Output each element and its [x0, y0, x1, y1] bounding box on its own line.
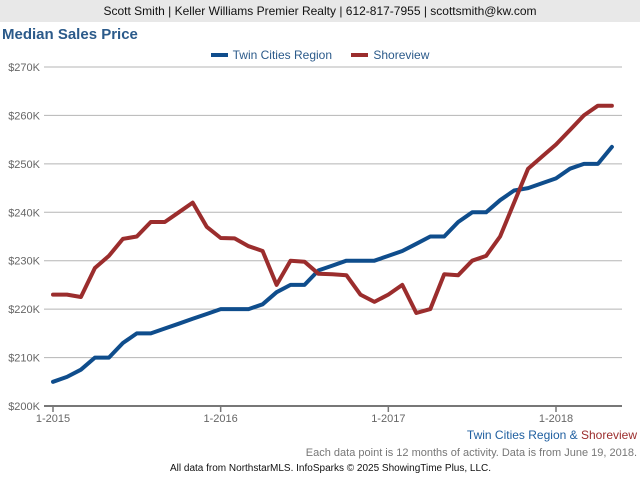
y-tick-label: $250K	[8, 159, 40, 171]
chart-title: Median Sales Price	[2, 26, 138, 43]
regions-caption: Twin Cities Region & Shoreview	[467, 428, 637, 442]
credit-line: All data from NorthstarMLS. InfoSparks ©…	[170, 463, 492, 474]
legend-item-shoreview[interactable]: Shoreview	[351, 48, 429, 62]
contact-header: Scott Smith | Keller Williams Premier Re…	[0, 0, 640, 22]
legend-item-twin-cities[interactable]: Twin Cities Region	[210, 48, 332, 62]
legend-swatch-blue	[210, 53, 228, 57]
caption-amp: &	[566, 428, 581, 442]
series-line-shoreview	[51, 103, 614, 315]
y-tick-label: $220K	[8, 304, 40, 316]
x-tick-label: 1-2017	[371, 413, 405, 425]
x-tick-label: 1-2016	[204, 413, 238, 425]
x-tick-label: 1-2018	[539, 413, 573, 425]
legend-swatch-red	[351, 53, 369, 57]
caption-region-b: Shoreview	[580, 428, 637, 442]
data-note: Each data point is 12 months of activity…	[305, 447, 637, 459]
y-tick-label: $210K	[8, 353, 40, 365]
y-tick-label: $240K	[8, 207, 40, 219]
y-tick-label: $270K	[8, 62, 40, 74]
y-tick-label: $230K	[8, 256, 40, 268]
legend: Twin Cities Region Shoreview	[0, 46, 640, 62]
caption-region-a: Twin Cities Region	[466, 428, 567, 442]
y-tick-label: $200K	[8, 401, 40, 413]
series-line-twin-cities-region	[51, 144, 614, 384]
legend-label: Twin Cities Region	[232, 48, 332, 62]
x-tick-label: 1-2015	[36, 413, 70, 425]
y-tick-label: $260K	[8, 110, 40, 122]
legend-label: Shoreview	[373, 48, 430, 62]
